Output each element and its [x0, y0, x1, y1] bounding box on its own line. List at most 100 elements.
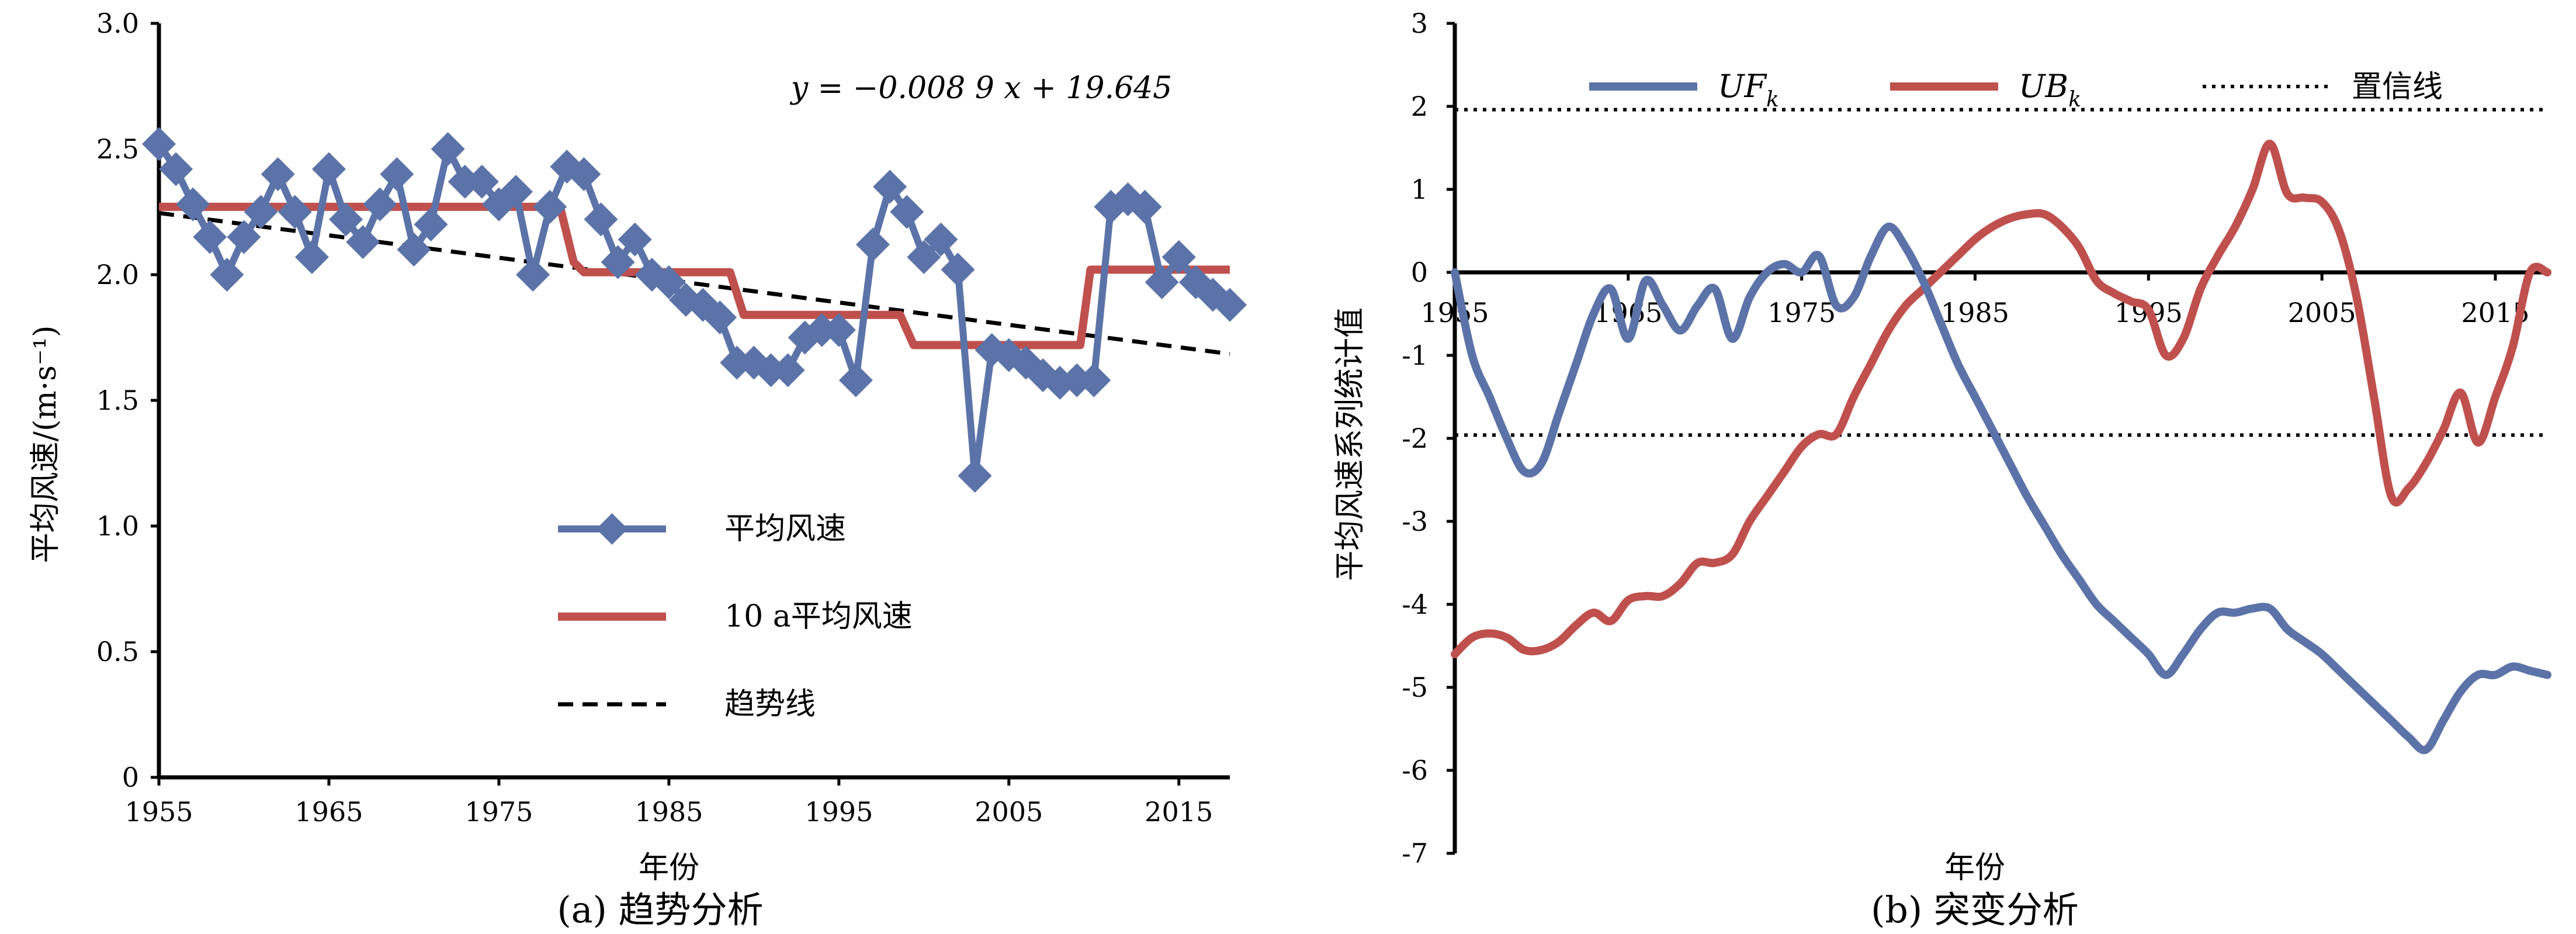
a-x-tick-label: 1985	[635, 796, 703, 828]
b-y-tick-label: -6	[1402, 755, 1428, 786]
a-data-point	[346, 225, 380, 260]
a-data-point	[703, 300, 737, 335]
a-y-tick-label: 0.5	[96, 636, 139, 667]
a-data-point	[329, 202, 363, 237]
a-data-point	[159, 152, 193, 186]
a-data-point	[516, 258, 550, 292]
a-data-point	[618, 222, 652, 257]
a-y-tick-label: 2.0	[96, 259, 139, 290]
a-data-point	[499, 175, 533, 209]
a-data-point	[244, 195, 278, 229]
a-data-point	[448, 164, 482, 199]
b-x-axis-label: 年份	[1944, 850, 2005, 885]
a-data-point	[651, 265, 686, 299]
a-data-point	[142, 127, 176, 161]
a-data-point	[311, 152, 346, 186]
a-axes	[157, 23, 1230, 780]
a-data-point	[533, 189, 567, 224]
a-x-tick-label: 2015	[1145, 796, 1213, 828]
a-data-point	[210, 258, 244, 292]
a-data-point	[873, 169, 907, 204]
a-data-point	[907, 240, 941, 274]
a-y-tick-label: 3.0	[96, 8, 139, 39]
a-data-point	[294, 240, 329, 274]
b-y-tick-label: -2	[1402, 423, 1428, 454]
a-data-point	[601, 245, 635, 279]
a-data-point	[261, 157, 295, 191]
a-data-point	[193, 220, 227, 254]
a-data-point	[414, 207, 448, 241]
panel-a: 0 0.5 1.0 1.5 2.0 2.5 3.0 1955 1965 1975 1985 1995 2…	[28, 8, 1247, 931]
a-data-point	[924, 222, 958, 257]
a-data-point	[464, 164, 499, 199]
a-legend-label-trend: 趋势线	[724, 687, 816, 722]
a-x-tick-label: 1995	[805, 796, 873, 828]
a-legend-label-annual: 平均风速	[724, 511, 846, 546]
b-y-tick-label: 3	[1411, 8, 1428, 39]
b-x-tick-label: 1965	[1594, 297, 1662, 328]
a-x-tick-label: 1955	[124, 796, 193, 828]
a-data-point	[941, 252, 975, 287]
a-data-point	[805, 313, 839, 347]
a-data-point	[1162, 240, 1196, 274]
b-y-tick-label: 1	[1411, 174, 1428, 205]
b-ufk-line	[1451, 222, 2551, 755]
b-y-tick-label: -4	[1402, 589, 1428, 620]
a-data-point	[720, 345, 754, 380]
b-ubk-line	[1451, 139, 2551, 659]
b-y-tick-label: -7	[1402, 838, 1428, 869]
a-ticks: 0 0.5 1.0 1.5 2.0 2.5 3.0 1955 1965 1975 1985 1995 2…	[96, 8, 1213, 828]
a-data-point	[1145, 265, 1179, 299]
b-y-tick-label: 2	[1411, 91, 1428, 122]
a-x-tick-label: 2005	[975, 796, 1043, 828]
a-data-point	[1060, 363, 1094, 397]
a-data-point	[771, 353, 805, 388]
a-x-axis-label: 年份	[639, 850, 699, 885]
a-trend-line	[158, 210, 1230, 357]
a-data-point	[754, 353, 788, 388]
b-y-tick-label: -5	[1402, 672, 1428, 703]
b-x-tick-label: 2005	[2288, 297, 2356, 328]
b-y-axis-label: 平均风速系列统计值	[1333, 307, 1368, 581]
b-legend-label-ufk: UFk	[1718, 68, 1779, 112]
a-data-point	[1195, 278, 1230, 312]
a-data-point	[1077, 363, 1111, 397]
a-legend-label-decadal: 10 a平均风速	[724, 599, 913, 634]
a-data-point	[890, 195, 924, 229]
a-data-point	[363, 187, 397, 222]
a-data-point	[856, 227, 890, 262]
a-data-point	[958, 459, 992, 493]
b-legend: UFk UBk 置信线	[1589, 68, 2443, 112]
a-data-point	[821, 313, 856, 347]
b-caption: (b) 突变分析	[1871, 888, 2079, 931]
b-y-tick-label: -1	[1402, 340, 1428, 371]
a-series	[142, 127, 1247, 493]
b-x-tick-label: 1975	[1767, 297, 1836, 328]
a-data-point	[838, 363, 873, 397]
a-data-point	[1128, 189, 1162, 224]
b-legend-label-ubk: UBk	[2019, 68, 2081, 112]
b-x-tick-label: 1985	[1941, 297, 2009, 328]
a-data-point	[431, 132, 465, 166]
a-data-point	[278, 195, 312, 229]
b-legend-label-confidence: 置信线	[2352, 70, 2443, 105]
a-legend-swatch-marker	[596, 513, 628, 545]
a-data-point	[397, 233, 431, 267]
a-x-tick-label: 1965	[294, 796, 363, 828]
a-y-tick-label: 2.5	[96, 133, 139, 165]
a-data-point	[176, 187, 210, 222]
a-y-tick-label: 1.5	[96, 385, 139, 416]
a-data-point	[1213, 288, 1247, 322]
a-x-tick-label: 1975	[464, 796, 533, 828]
a-data-point	[584, 202, 618, 237]
a-data-point	[227, 220, 261, 254]
b-y-tick-label: 0	[1411, 257, 1428, 288]
a-equation: y = −0.008 9 x + 19.645	[790, 71, 1173, 106]
b-series	[1451, 108, 2551, 755]
a-caption: (a) 趋势分析	[557, 888, 763, 931]
a-y-tick-label: 1.0	[96, 510, 139, 542]
